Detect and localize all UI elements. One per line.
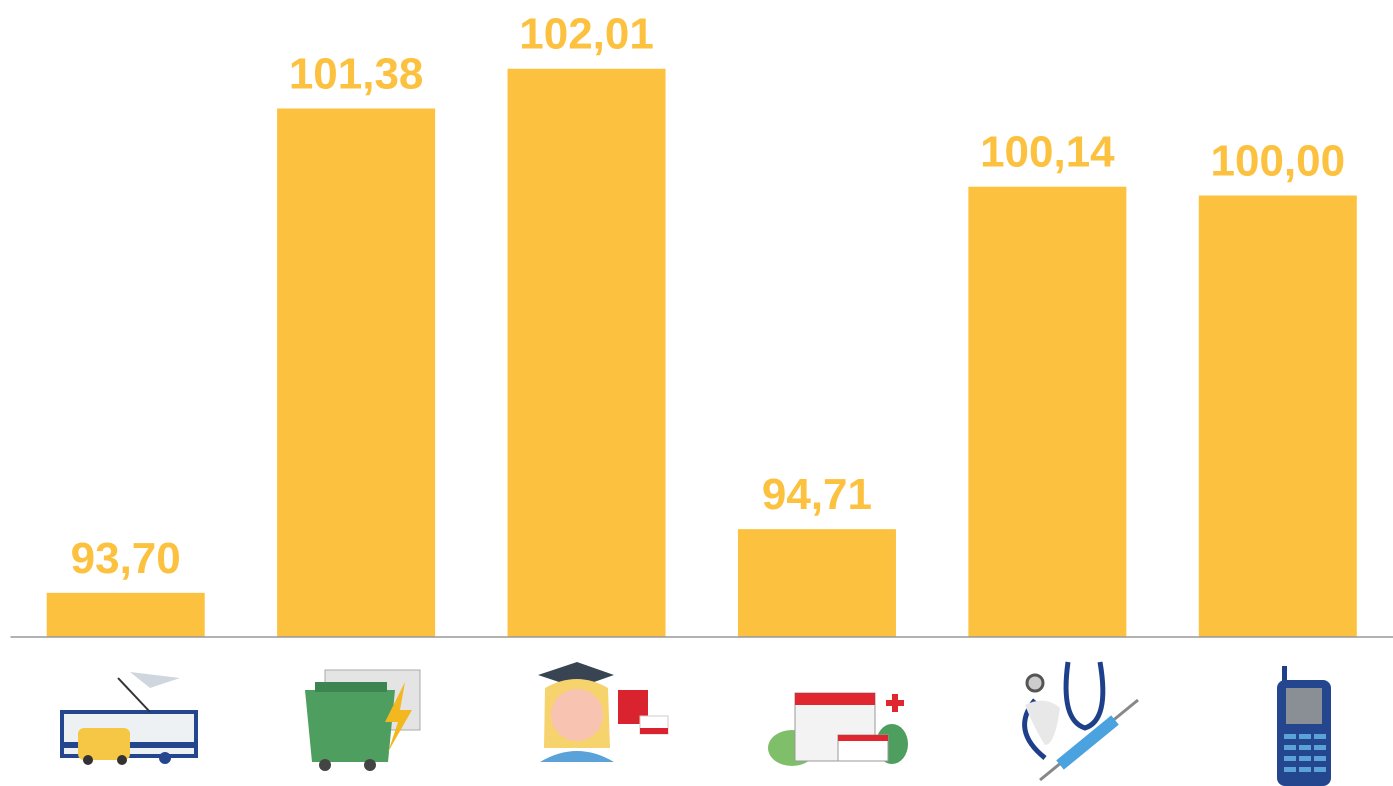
value-label: 102,01 xyxy=(519,10,654,59)
bar xyxy=(507,68,666,637)
bar xyxy=(1198,195,1357,638)
bar xyxy=(46,592,205,637)
utilities-icon xyxy=(305,669,421,771)
medical-icon xyxy=(1022,661,1139,782)
icons xyxy=(60,661,1331,786)
value-label: 101,38 xyxy=(289,49,424,98)
bar xyxy=(277,108,436,638)
transport-icon xyxy=(60,672,198,765)
value-label: 100,00 xyxy=(1211,137,1346,186)
hospital-icon xyxy=(768,692,908,766)
bar xyxy=(968,186,1127,637)
value-label: 94,71 xyxy=(762,470,872,519)
bar xyxy=(737,529,896,637)
value-label: 93,70 xyxy=(71,534,181,583)
phone-icon xyxy=(1277,666,1331,786)
value-label: 100,14 xyxy=(980,128,1115,177)
education-icon xyxy=(538,662,669,762)
